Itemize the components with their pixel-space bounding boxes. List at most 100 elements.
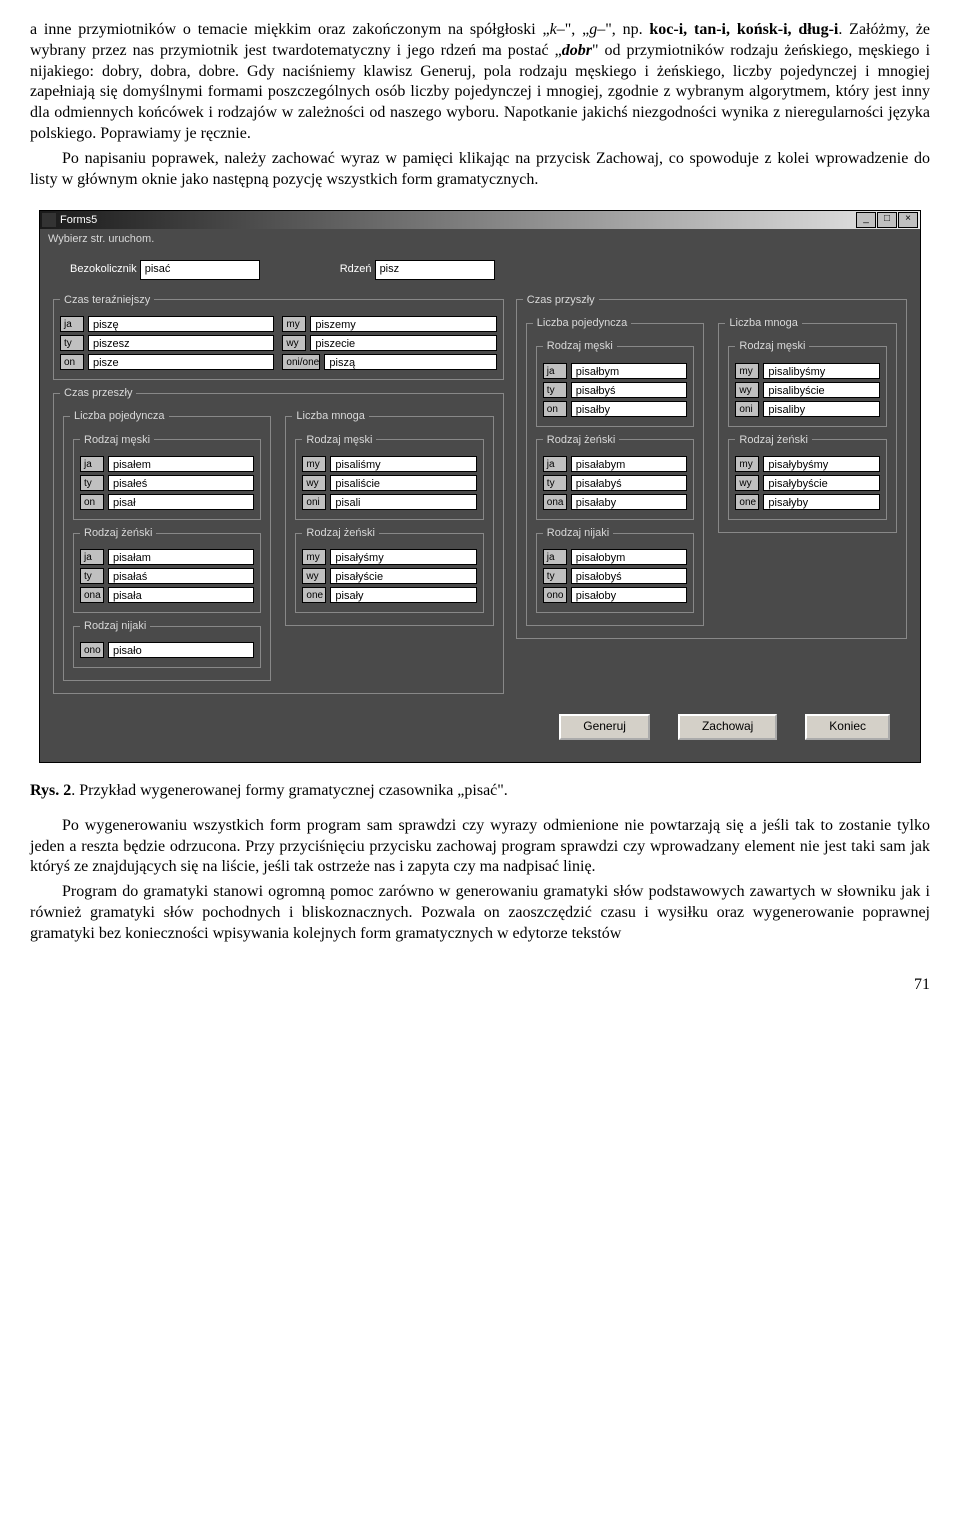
input[interactable]: pisali — [330, 494, 476, 510]
window-subtitle: Wybierz str. uruchom. — [40, 229, 920, 249]
input[interactable]: pisaliby — [763, 401, 880, 417]
input-teraz-on[interactable]: pisze — [88, 354, 274, 370]
input-teraz-my[interactable]: piszemy — [310, 316, 496, 332]
group-przyszly-rm2: Rodzaj męski mypisalibyśmy wypisalibyści… — [728, 339, 887, 426]
group-terazniejszy: Czas teraźniejszy japiszę typiszesz onpi… — [53, 293, 504, 380]
input-teraz-wy[interactable]: piszecie — [310, 335, 496, 351]
legend-przeszly: Czas przeszły — [60, 386, 136, 400]
input-teraz-oni[interactable]: piszą — [324, 354, 496, 370]
legend-rn: Rodzaj nijaki — [80, 619, 150, 633]
lbl: ty — [80, 475, 104, 491]
caption-label: Rys. 2 — [30, 782, 71, 799]
input[interactable]: pisała — [108, 587, 254, 603]
app-icon — [42, 213, 56, 227]
input-teraz-ja[interactable]: piszę — [88, 316, 274, 332]
lbl: ty — [543, 475, 567, 491]
lbl: wy — [735, 382, 759, 398]
group-przeszly-lp: Liczba pojedyncza Rodzaj męski japisałem… — [63, 409, 271, 681]
group-przeszly: Czas przeszły Liczba pojedyncza Rodzaj m… — [53, 386, 504, 694]
button-zachowaj[interactable]: Zachowaj — [678, 714, 777, 740]
group-przyszly: Czas przyszły Liczba pojedyncza Rodzaj m… — [516, 293, 907, 639]
input[interactable]: pisałbym — [571, 363, 688, 379]
input[interactable]: pisały — [330, 587, 476, 603]
maximize-button[interactable]: □ — [877, 212, 897, 228]
lbl: ona — [80, 587, 104, 603]
input[interactable]: pisalibyśmy — [763, 363, 880, 379]
p1a: a inne przymiotników o temacie miękkim o… — [30, 21, 550, 38]
p1e: ", np. — [605, 21, 649, 38]
paragraph-2: Po napisaniu poprawek, należy zachować w… — [30, 149, 930, 191]
input[interactable]: pisałyśmy — [330, 549, 476, 565]
input[interactable]: pisałabym — [571, 456, 688, 472]
input[interactable]: pisałaby — [571, 494, 688, 510]
legend-rm: Rodzaj męski — [80, 433, 154, 447]
lbl: oni/one — [282, 354, 320, 370]
input[interactable]: pisałobyś — [571, 568, 688, 584]
input[interactable]: pisałyby — [763, 494, 880, 510]
caption-text: . Przykład wygenerowanej formy gramatycz… — [71, 782, 508, 799]
group-przyszly-rz2: Rodzaj żeński mypisałybyśmy wypisałybyśc… — [728, 433, 887, 520]
lbl: on — [60, 354, 84, 370]
group-przeszly-rm: Rodzaj męski japisałem typisałeś onpisał — [73, 433, 261, 520]
input-rdzen[interactable]: pisz — [375, 260, 495, 280]
input[interactable]: pisałybyśmy — [763, 456, 880, 472]
lbl: one — [302, 587, 326, 603]
input[interactable]: pisałyście — [330, 568, 476, 584]
input[interactable]: pisałaś — [108, 568, 254, 584]
window-title: Forms5 — [60, 213, 856, 227]
lbl: wy — [282, 335, 306, 351]
titlebar[interactable]: Forms5 _ □ × — [40, 211, 920, 229]
input[interactable]: pisałabyś — [571, 475, 688, 491]
lbl: ty — [543, 568, 567, 584]
group-przeszly-rz2: Rodzaj żeński mypisałyśmy wypisałyście o… — [295, 526, 483, 613]
input[interactable]: pisalibyście — [763, 382, 880, 398]
figure-caption: Rys. 2. Przykład wygenerowanej formy gra… — [30, 781, 930, 802]
legend-lm: Liczba mnoga — [292, 409, 369, 423]
group-przyszly-lp: Liczba pojedyncza Rodzaj męski japisałby… — [526, 316, 705, 626]
group-przyszly-lm: Liczba mnoga Rodzaj męski mypisalibyśmy … — [718, 316, 897, 533]
input[interactable]: pisałobym — [571, 549, 688, 565]
p1c: ", „ — [565, 21, 589, 38]
lbl: ja — [543, 549, 567, 565]
page-number: 71 — [30, 975, 930, 996]
legend-rz: Rodzaj żeński — [543, 433, 619, 447]
minimize-button[interactable]: _ — [856, 212, 876, 228]
input[interactable]: pisałem — [108, 456, 254, 472]
lbl: ja — [80, 456, 104, 472]
legend-terazniejszy: Czas teraźniejszy — [60, 293, 154, 307]
group-przyszly-rm: Rodzaj męski japisałbym typisałbyś onpis… — [536, 339, 695, 426]
close-button[interactable]: × — [898, 212, 918, 228]
p1f: koc-i, tan-i, końsk-i, dług-i — [649, 21, 838, 38]
input-bezokolicznik[interactable]: pisać — [140, 260, 260, 280]
input[interactable]: pisałybyście — [763, 475, 880, 491]
legend-rz: Rodzaj żeński — [80, 526, 156, 540]
lbl: ja — [543, 456, 567, 472]
lbl: my — [302, 549, 326, 565]
lbl: wy — [302, 568, 326, 584]
input[interactable]: pisałeś — [108, 475, 254, 491]
input[interactable]: pisaliśmy — [330, 456, 476, 472]
lbl: my — [302, 456, 326, 472]
paragraph-4: Program do gramatyki stanowi ogromną pom… — [30, 882, 930, 944]
input[interactable]: pisał — [108, 494, 254, 510]
group-przeszly-rz: Rodzaj żeński japisałam typisałaś onapis… — [73, 526, 261, 613]
lbl: ja — [80, 549, 104, 565]
lbl: ty — [543, 382, 567, 398]
group-przeszly-rm2: Rodzaj męski mypisaliśmy wypisaliście on… — [295, 433, 483, 520]
paragraph-1: a inne przymiotników o temacie miękkim o… — [30, 20, 930, 145]
lbl: my — [735, 363, 759, 379]
lbl: oni — [302, 494, 326, 510]
legend-rm2: Rodzaj męski — [735, 339, 809, 353]
button-koniec[interactable]: Koniec — [805, 714, 890, 740]
input[interactable]: pisałbyś — [571, 382, 688, 398]
p1h: dobr — [562, 42, 592, 59]
input[interactable]: pisaliście — [330, 475, 476, 491]
input[interactable]: pisało — [108, 642, 254, 658]
lbl: ja — [543, 363, 567, 379]
lbl: ty — [60, 335, 84, 351]
input[interactable]: pisałoby — [571, 587, 688, 603]
input[interactable]: pisałby — [571, 401, 688, 417]
input-teraz-ty[interactable]: piszesz — [88, 335, 274, 351]
input[interactable]: pisałam — [108, 549, 254, 565]
button-generuj[interactable]: Generuj — [559, 714, 650, 740]
